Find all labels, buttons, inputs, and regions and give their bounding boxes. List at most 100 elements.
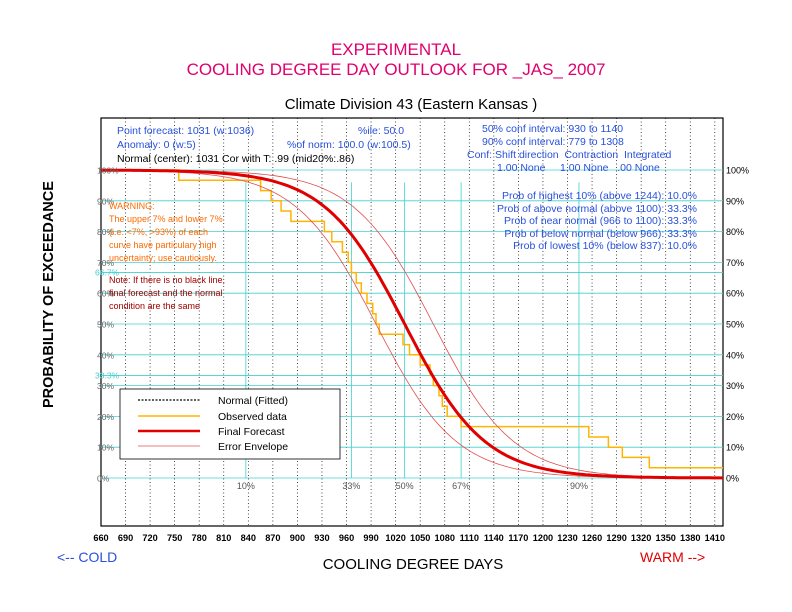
y-tick-label-right: 60% bbox=[726, 289, 744, 299]
y-tick-label-right: 40% bbox=[726, 350, 744, 360]
y-axis-label: PROBABILITY OF EXCEEDANCE bbox=[41, 181, 57, 408]
y-tick-label-left: 20% bbox=[97, 412, 114, 422]
y-tick-label-left: 0% bbox=[97, 474, 110, 484]
x-tick-label: 1410 bbox=[705, 533, 725, 543]
y-tick-label-left: 100% bbox=[97, 166, 119, 176]
note-line-1: Note: If there is no black line, bbox=[109, 275, 225, 285]
legend: Normal (Fitted) Observed data Final Fore… bbox=[119, 388, 341, 460]
warning-block: WARNING: The upper 7% and lower 7% (i.e.… bbox=[109, 201, 223, 263]
x-tick-label: 1110 bbox=[460, 533, 479, 543]
x-tick-label: 780 bbox=[192, 533, 207, 543]
percentile-marker-label: 10% bbox=[237, 481, 255, 491]
percentile-marker-label: 33% bbox=[342, 481, 360, 491]
x-tick-label: 900 bbox=[290, 533, 305, 543]
y-tick-label-left: 80% bbox=[97, 227, 114, 237]
cyan-reference-label: 66.7% bbox=[95, 268, 120, 278]
y-tick-label-right: 30% bbox=[726, 381, 744, 391]
note-block: Note: If there is no black line, final f… bbox=[109, 275, 225, 311]
x-tick-label: 840 bbox=[241, 533, 256, 543]
y-tick-label-right: 80% bbox=[726, 227, 744, 237]
percentile-marker-label: 90% bbox=[570, 481, 588, 491]
x-tick-label: 1260 bbox=[582, 533, 602, 543]
info-percentile: %ile: 50.0 bbox=[358, 125, 404, 137]
note-line-2: final forecast and the normal bbox=[109, 288, 223, 298]
y-tick-label-left: 50% bbox=[97, 320, 114, 330]
y-tick-label-left: 10% bbox=[97, 443, 114, 453]
y-tick-label-left: 90% bbox=[97, 196, 114, 206]
x-tick-label: 690 bbox=[118, 533, 133, 543]
cold-label: <-- COLD bbox=[57, 549, 117, 565]
y-tick-label-right: 70% bbox=[726, 258, 744, 268]
legend-label-envelope: Error Envelope bbox=[218, 441, 288, 453]
info-block: Point forecast: 1031 (w:1036) Anomaly: 0… bbox=[117, 123, 697, 252]
chart-title-line2: COOLING DEGREE DAY OUTLOOK FOR _JAS_ 200… bbox=[187, 60, 606, 79]
y-tick-label-right: 20% bbox=[726, 412, 744, 422]
y-tick-label-right: 100% bbox=[726, 166, 749, 176]
info-conf-values: 1.00 None 1.00 None .00 None bbox=[497, 162, 660, 174]
x-tick-label: 1320 bbox=[631, 533, 651, 543]
final-forecast-line bbox=[101, 168, 723, 480]
warm-label: WARM --> bbox=[640, 549, 705, 565]
x-tick-label: 930 bbox=[314, 533, 329, 543]
warning-line-3: (i.e. <7%, >93%) of each bbox=[109, 227, 208, 237]
warning-line-1: WARNING: bbox=[109, 201, 155, 211]
prob-near-normal: Prob of near normal (966 to 1100): 33.3% bbox=[504, 215, 697, 227]
info-normal-center: Normal (center): 1031 Cor with T: .99 (m… bbox=[117, 153, 354, 165]
series-layer bbox=[101, 168, 723, 480]
percentile-marker-label: 50% bbox=[396, 481, 414, 491]
info-anomaly: Anomaly: 0 (w:5) bbox=[117, 139, 196, 151]
tick-label-layer: 660 690 720 750 780 810 840 870 900 930 960 990 1020… bbox=[93, 166, 749, 544]
x-tick-label: 960 bbox=[339, 533, 354, 543]
info-conf-50: 50% conf interval: 930 to 1140 bbox=[482, 123, 623, 135]
x-tick-label: 1050 bbox=[410, 533, 430, 543]
cyan-reference-lines: 66.7% 33.3% bbox=[95, 182, 723, 478]
info-conf-90: 90% conf interval: 779 to 1308 bbox=[482, 136, 624, 148]
warning-line-4: curve have particulary high bbox=[109, 240, 217, 250]
x-tick-label: 1290 bbox=[606, 533, 626, 543]
prob-highest: Prob of highest 10% (above 1244): 10.0% bbox=[502, 190, 697, 202]
y-tick-label-right: 10% bbox=[726, 443, 744, 453]
y-tick-label-left: 60% bbox=[97, 289, 114, 299]
grid-layer bbox=[100, 118, 723, 526]
x-tick-label: 870 bbox=[265, 533, 280, 543]
x-tick-label: 1080 bbox=[435, 533, 455, 543]
chart-subtitle: Climate Division 43 (Eastern Kansas ) bbox=[285, 96, 538, 113]
y-tick-label-left: 70% bbox=[97, 258, 114, 268]
x-tick-label: 1380 bbox=[680, 533, 700, 543]
y-tick-label-right: 90% bbox=[726, 196, 744, 206]
cyan-reference-label: 33.3% bbox=[95, 370, 120, 380]
x-tick-label: 1140 bbox=[484, 533, 504, 543]
info-conf-header: Conf: Shift direction Contraction Integr… bbox=[467, 149, 671, 161]
x-tick-label: 810 bbox=[216, 533, 231, 543]
x-tick-label: 720 bbox=[142, 533, 157, 543]
x-tick-label: 1200 bbox=[533, 533, 553, 543]
prob-below-normal: Prob of below normal (below 966): 33.3% bbox=[504, 228, 697, 240]
y-tick-label-left: 40% bbox=[97, 350, 114, 360]
note-line-3: condition are the same bbox=[109, 301, 200, 311]
legend-box bbox=[119, 388, 341, 460]
x-tick-label: 1170 bbox=[508, 533, 528, 543]
info-point-forecast: Point forecast: 1031 (w:1036) bbox=[117, 125, 254, 137]
plot-frame bbox=[100, 117, 724, 527]
percentile-marker-label: 67% bbox=[452, 481, 470, 491]
legend-label-normal: Normal (Fitted) bbox=[218, 395, 288, 407]
y-tick-label-left: 30% bbox=[97, 381, 114, 391]
chart-title-line1: EXPERIMENTAL bbox=[331, 40, 461, 59]
x-tick-label: 660 bbox=[93, 533, 108, 543]
x-tick-label: 990 bbox=[363, 533, 378, 543]
y-tick-label-right: 50% bbox=[726, 320, 744, 330]
legend-label-observed: Observed data bbox=[218, 411, 287, 423]
x-tick-label: 1350 bbox=[655, 533, 675, 543]
x-axis-label: COOLING DEGREE DAYS bbox=[323, 556, 504, 573]
info-percent-of-normal: %of norm: 100.0 (w:100.5) bbox=[287, 139, 411, 151]
y-tick-label-right: 0% bbox=[726, 474, 739, 484]
prob-lowest: Prob of lowest 10% (below 837): 10.0% bbox=[513, 240, 697, 252]
prob-above-normal: Prob of above normal (above 1100): 33.3% bbox=[497, 203, 697, 215]
legend-label-forecast: Final Forecast bbox=[218, 426, 285, 438]
x-tick-label: 1020 bbox=[385, 533, 405, 543]
x-tick-label: 1230 bbox=[557, 533, 577, 543]
x-tick-label: 750 bbox=[167, 533, 182, 543]
warning-line-5: uncertainty; use cautiously. bbox=[109, 253, 217, 263]
